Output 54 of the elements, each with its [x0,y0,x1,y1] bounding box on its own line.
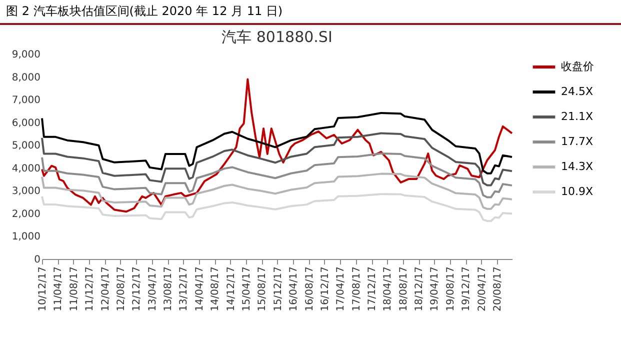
line-series [41,132,513,186]
x-tick-label: 12/12/17 [132,266,143,312]
y-tick-label: 1,000 [12,232,40,243]
x-tick-label: 13/12/17 [178,266,190,312]
x-tick-label: 15/12/17 [272,266,284,312]
legend-label: 收盘价 [561,60,594,73]
y-tick-label: 3,000 [12,186,40,198]
x-tick-label: 14/12/17 [226,266,237,312]
line-series [41,172,513,210]
x-tick-label: 15/08/17 [257,266,268,312]
x-tick-label: 20/04/17 [476,266,488,312]
line-series [41,78,513,213]
y-tick-label: 7,000 [12,95,40,106]
x-tick-label: 18/08/17 [398,266,410,312]
line-series [41,112,513,174]
legend-label: 24.5X [561,85,594,98]
x-tick-label: 17/08/17 [351,266,362,312]
x-tick-label: 20/08/17 [492,266,504,312]
caption: 图 2 汽车板块估值区间(截止 2020 年 12 月 11 日) [6,3,284,20]
line-series [41,152,513,198]
y-tick-label: 6,000 [12,118,40,129]
x-tick-label: 14/08/17 [210,266,222,312]
x-tick-label: 16/12/17 [320,266,331,312]
legend-label: 10.9X [561,185,594,198]
x-tick-label: 18/04/17 [382,266,394,312]
x-tick-label: 10/12/17 [38,266,48,312]
y-tick-label: 5,000 [12,140,40,152]
y-tick-label: 0 [34,254,40,266]
y-tick-label: 9,000 [12,50,40,60]
x-tick-label: 19/04/17 [430,266,441,312]
x-tick-label: 14/04/17 [194,266,206,312]
x-tick-label: 13/04/17 [147,266,158,312]
x-tick-label: 16/04/17 [288,266,300,312]
chart-title: 汽车 801880.SI [222,28,332,46]
line-series [41,193,513,222]
y-tick-label: 2,000 [12,208,40,220]
x-tick-label: 11/04/17 [53,266,64,312]
x-tick-label: 17/12/17 [367,266,378,312]
y-tick-label: 8,000 [12,72,40,84]
legend-label: 17.7X [561,135,594,148]
x-tick-label: 11/12/17 [84,266,96,312]
x-tick-label: 19/12/17 [461,266,472,312]
x-tick-label: 18/12/17 [414,266,426,312]
x-tick-label: 15/04/17 [241,266,252,312]
x-tick-label: 19/08/17 [445,266,456,312]
x-tick-label: 11/08/17 [68,266,80,312]
legend-label: 14.3X [561,160,594,173]
x-tick-label: 17/04/17 [336,266,347,312]
x-tick-label: 12/08/17 [116,266,127,312]
x-tick-label: 12/04/17 [100,266,112,312]
y-tick-label: 4,000 [12,163,40,174]
x-tick-label: 16/08/17 [304,266,316,312]
x-tick-label: 13/08/17 [163,266,174,312]
legend-label: 21.1X [561,110,594,123]
